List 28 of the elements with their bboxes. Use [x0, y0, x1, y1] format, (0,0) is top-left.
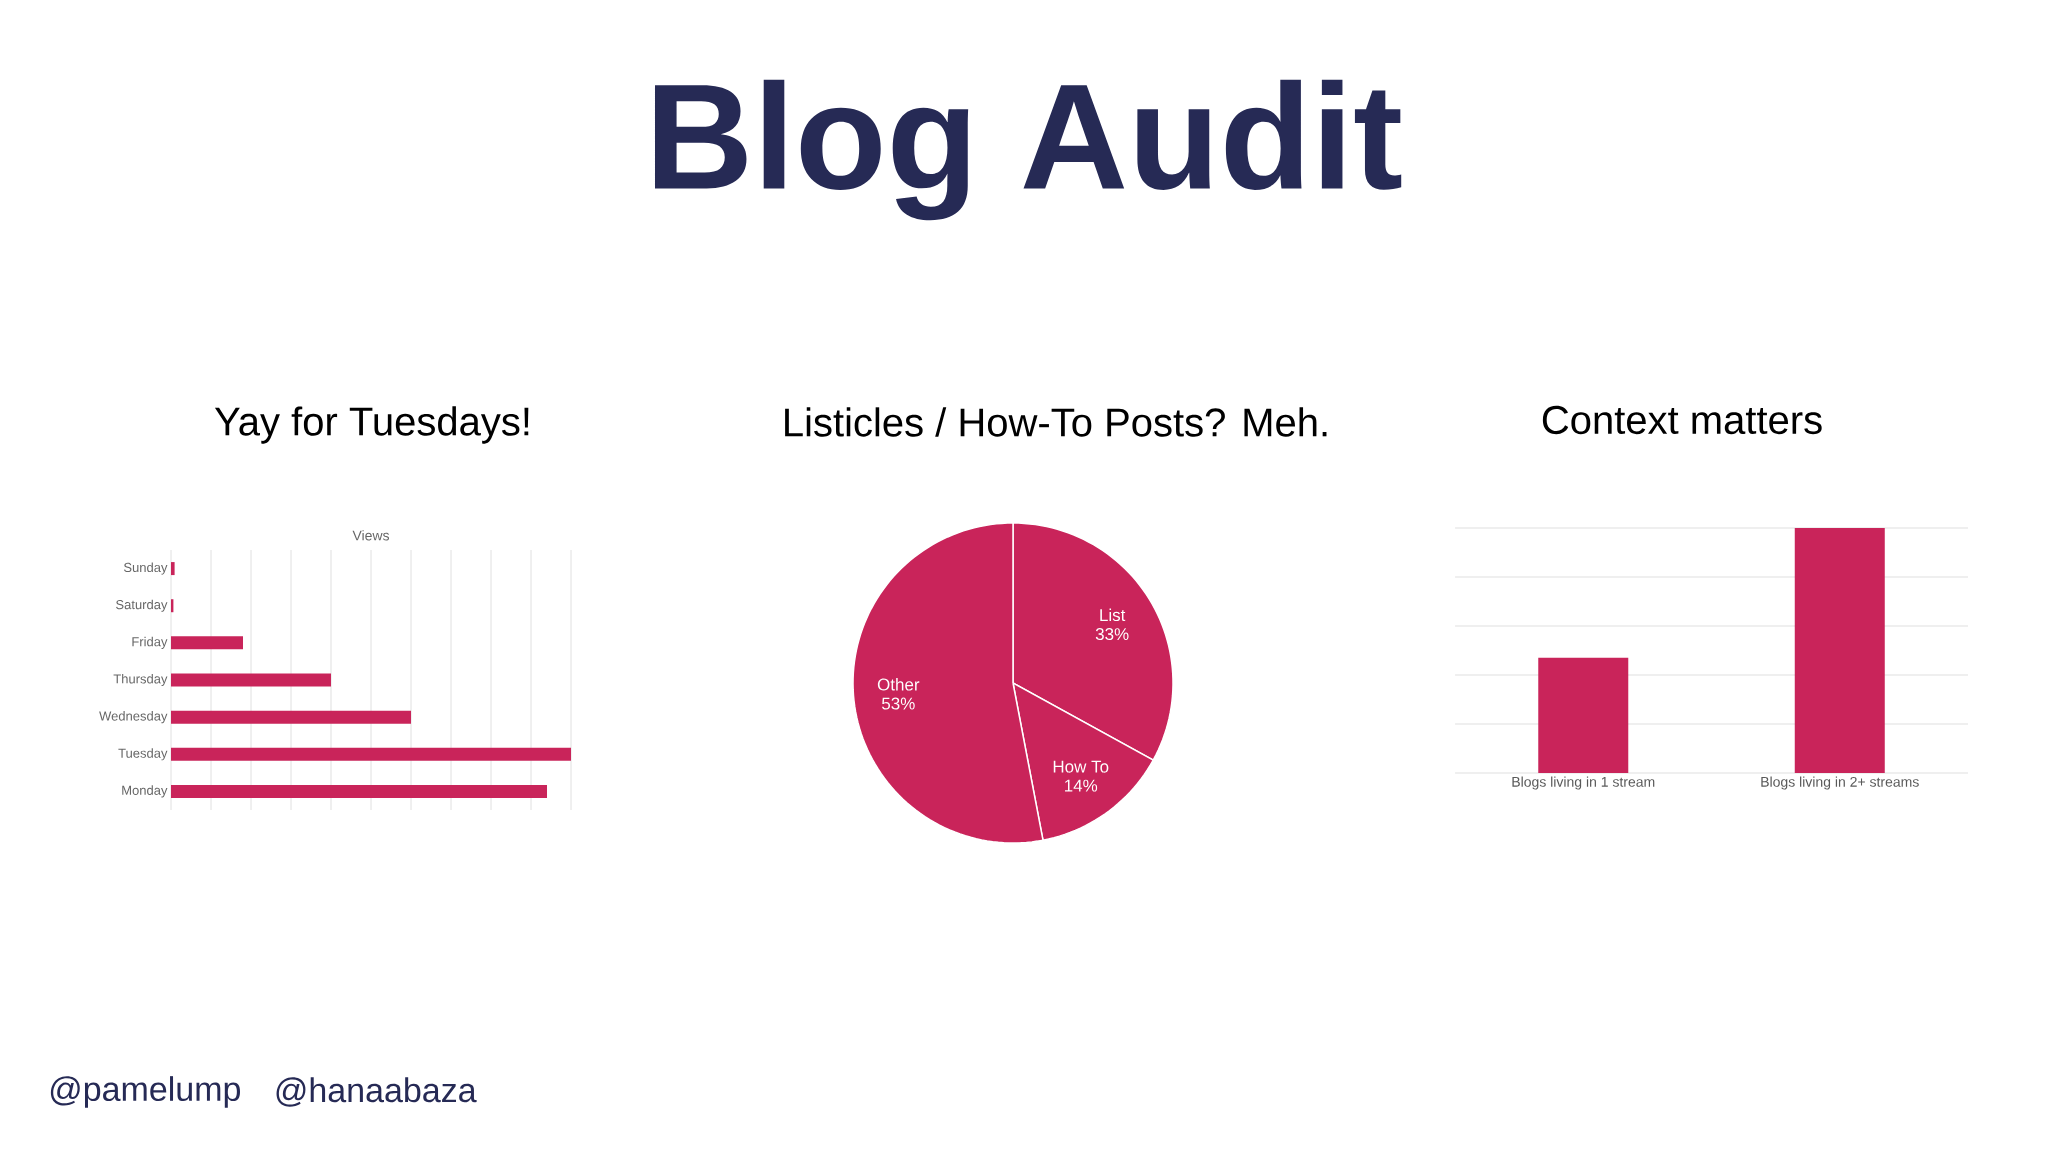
slice-label: List [1100, 608, 1126, 622]
chart-title: Listicles / How-To Posts? Meh. [785, 407, 1327, 437]
chart-title: Context matters [1542, 405, 1822, 435]
data-label: 53% [881, 697, 915, 710]
x-tick-label: Blogs living in 2+ streams [1761, 776, 1919, 790]
text: Blog Audit [654, 79, 1402, 221]
x-axis-title: Views [352, 530, 390, 541]
y-tick-label: Monday [122, 785, 168, 798]
slice-label: How To [1053, 760, 1109, 773]
bar [171, 673, 331, 687]
y-tick-label: Tuesday [118, 748, 168, 761]
bar [171, 747, 572, 761]
chart-title: Yay for Tuesdays! [214, 406, 529, 444]
text: @hanaabaza [276, 1077, 477, 1107]
bar [171, 710, 412, 724]
bar [171, 562, 175, 576]
text: @pamelump [50, 1076, 241, 1108]
y-tick-label: Sunday [123, 562, 168, 575]
y-tick-label: Thursday [113, 673, 168, 687]
y-tick-label: Wednesday [99, 711, 168, 724]
bar [171, 784, 548, 798]
slice-label: Other [877, 678, 920, 691]
data-label: 14% [1065, 779, 1098, 792]
x-tick-label: Blogs living in 1 stream [1512, 776, 1655, 790]
bar [171, 636, 243, 650]
y-tick-label: Friday [132, 636, 168, 649]
y-tick-label: Saturday [116, 599, 168, 612]
data-label: 33% [1095, 628, 1129, 641]
